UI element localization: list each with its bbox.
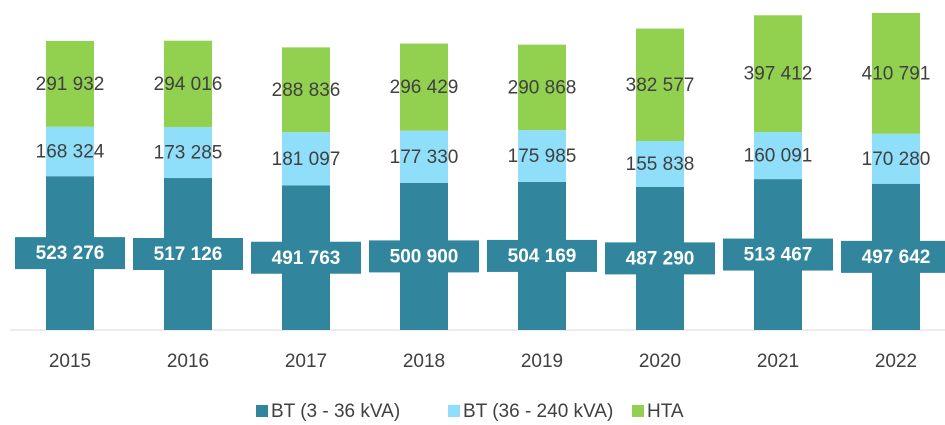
bar-segment [282,47,330,133]
data-label: 170 280 [862,149,931,170]
data-label: 497 642 [862,247,931,268]
bar-segment [518,130,566,182]
bar-segment [46,40,94,127]
data-label: 181 097 [272,149,341,170]
bar-segment [636,141,684,187]
legend-swatch [256,405,268,417]
data-label: 160 091 [744,146,813,167]
data-label-box [251,241,361,274]
legend-label: HTA [647,401,684,422]
legend-label: BT (36 - 240 kVA) [463,401,613,422]
data-label-box [723,238,833,271]
bar-segment [636,28,684,142]
data-label: 410 791 [862,63,931,84]
data-label-box [841,240,945,273]
data-label: 288 836 [272,80,341,101]
data-label-box [605,242,715,275]
data-label: 397 412 [744,64,813,85]
data-label: 500 900 [390,246,459,267]
x-tick-label: 2015 [49,351,91,372]
x-tick-label: 2021 [757,351,799,372]
bar-segment [754,15,802,133]
x-tick-label: 2020 [639,351,681,372]
bar-segment [164,127,212,179]
data-label: 513 467 [744,245,813,266]
bar-segment [518,44,566,131]
data-label: 294 016 [154,74,223,95]
data-label: 296 429 [390,77,459,98]
data-label-box [487,239,597,272]
data-label: 517 126 [154,244,223,265]
data-label: 523 276 [36,243,105,264]
x-tick-label: 2016 [167,351,209,372]
bar-segment [872,13,920,134]
data-label: 491 763 [272,248,341,269]
x-tick-label: 2022 [875,351,917,372]
legend-swatch [632,405,644,417]
data-label-box [369,240,479,273]
legend-label: BT (3 - 36 kVA) [271,401,400,422]
x-tick-label: 2018 [403,351,445,372]
data-label: 168 324 [36,142,105,163]
bar-segment [754,132,802,180]
bar-segment [872,133,920,184]
legend-swatch [448,405,460,417]
data-label: 175 985 [508,146,577,167]
data-label: 487 290 [626,248,695,269]
data-label: 504 169 [508,246,577,267]
bar-segment [164,40,212,128]
data-label: 173 285 [154,143,223,164]
bar-segment [400,43,448,131]
data-label: 155 838 [626,154,695,175]
bar-segment [46,126,94,177]
data-label: 177 330 [390,147,459,168]
bar-segment [400,130,448,183]
x-tick-label: 2019 [521,351,563,372]
data-label-box [15,237,125,270]
data-label: 291 932 [36,74,105,95]
data-label: 290 868 [508,77,577,98]
data-label: 382 577 [626,75,695,96]
x-tick-label: 2017 [285,351,327,372]
bar-segment [282,132,330,186]
data-label-box [133,238,243,271]
